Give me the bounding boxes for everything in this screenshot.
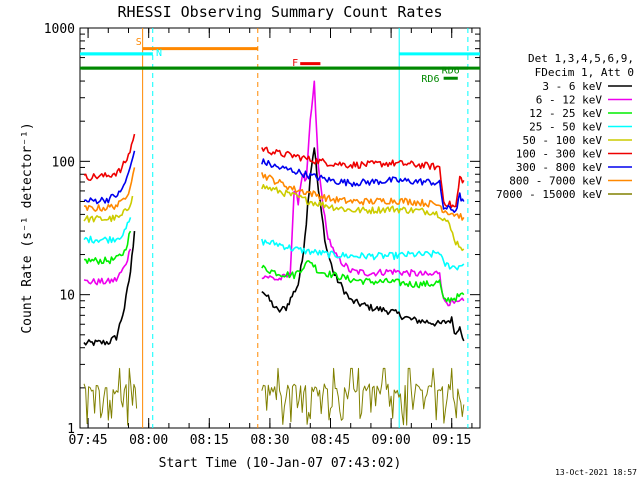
y-tick-label: 10 bbox=[59, 289, 75, 304]
interval-label: RD6 bbox=[421, 74, 439, 85]
legend-label: 25 - 50 keV bbox=[529, 121, 602, 134]
series-line bbox=[83, 150, 136, 205]
series-line bbox=[83, 217, 132, 244]
legend-header-2: FDecim 1, Att 0 bbox=[535, 66, 634, 79]
vertical-markers bbox=[142, 28, 469, 428]
series-line bbox=[261, 146, 465, 209]
legend-label: 3 - 6 keV bbox=[542, 80, 602, 93]
y-axis-label: Count Rate (s⁻¹ detector⁻¹) bbox=[20, 122, 35, 333]
generation-timestamp: 13-Oct-2021 18:57 bbox=[555, 468, 637, 477]
interval-label: RD6 bbox=[442, 65, 460, 76]
interval-label: F bbox=[292, 58, 298, 69]
series-line bbox=[261, 367, 465, 426]
x-tick-label: 09:15 bbox=[432, 433, 471, 448]
series-line bbox=[83, 133, 136, 181]
legend: Det 1,3,4,5,6,9, FDecim 1, Att 0 3 - 6 k… bbox=[496, 52, 634, 201]
series-line bbox=[261, 260, 465, 303]
interval-label: N bbox=[156, 48, 162, 59]
legend-label: 7000 - 15000 keV bbox=[496, 188, 602, 201]
x-tick-label: 07:45 bbox=[69, 433, 108, 448]
series-line bbox=[261, 158, 465, 213]
x-tick-labels: 07:45 08:00 08:15 08:30 08:45 09:00 09:15 bbox=[69, 433, 472, 448]
series-line bbox=[83, 248, 132, 286]
x-tick-label: 08:30 bbox=[250, 433, 289, 448]
series-line bbox=[261, 147, 465, 342]
series-line bbox=[83, 367, 138, 426]
x-tick-label: 08:00 bbox=[129, 433, 168, 448]
y-tick-label: 1 bbox=[67, 422, 75, 437]
series-line bbox=[83, 231, 136, 347]
y-tick-label: 100 bbox=[52, 155, 75, 170]
y-tick-labels: 1 10 100 1000 bbox=[44, 22, 75, 437]
series-line bbox=[83, 230, 132, 265]
interval-label: S bbox=[136, 37, 142, 48]
x-tick-label: 08:45 bbox=[311, 433, 350, 448]
legend-label: 6 - 12 keV bbox=[536, 94, 603, 107]
legend-label: 12 - 25 keV bbox=[529, 107, 602, 120]
series-line bbox=[83, 195, 134, 223]
legend-header-1: Det 1,3,4,5,6,9, bbox=[528, 52, 634, 65]
series-line bbox=[261, 238, 465, 271]
series-line bbox=[83, 167, 136, 212]
axis-ticks bbox=[80, 27, 480, 429]
legend-label: 100 - 300 keV bbox=[516, 148, 602, 161]
series-line bbox=[261, 172, 465, 221]
x-axis-label: Start Time (10-Jan-07 07:43:02) bbox=[159, 456, 402, 471]
x-tick-label: 09:00 bbox=[372, 433, 411, 448]
plot-frame bbox=[79, 27, 481, 429]
x-tick-label: 08:15 bbox=[190, 433, 229, 448]
y-tick-label: 1000 bbox=[44, 22, 75, 37]
legend-label: 300 - 800 keV bbox=[516, 161, 602, 174]
legend-label: 800 - 7000 keV bbox=[509, 175, 602, 188]
series-line bbox=[261, 184, 465, 252]
chart-title: RHESSI Observing Summary Count Rates bbox=[117, 3, 442, 21]
series-layer bbox=[83, 80, 465, 426]
legend-label: 50 - 100 keV bbox=[523, 134, 603, 147]
